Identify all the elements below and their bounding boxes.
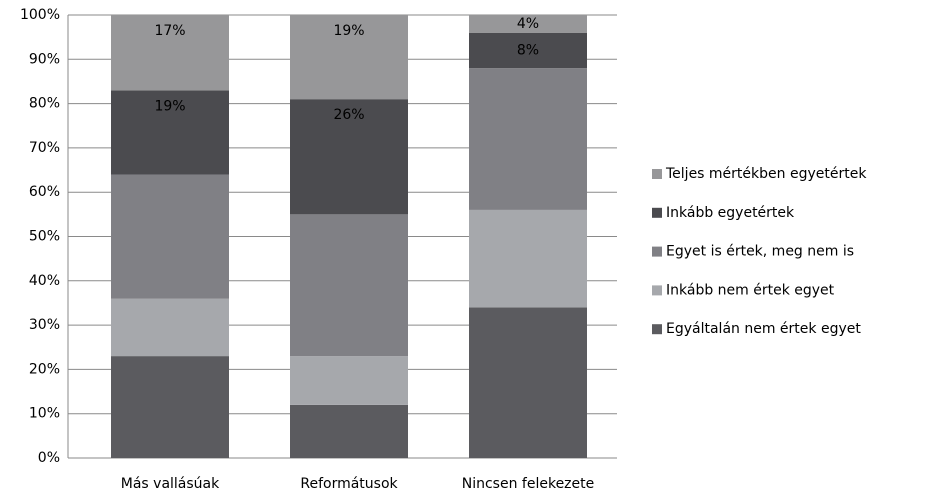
bar-segment (111, 298, 229, 357)
bar-segment (290, 356, 408, 405)
bar-segment (111, 15, 229, 91)
legend-label: Egyáltalán nem értek egyet (666, 321, 861, 337)
y-tick-label: 60% (29, 184, 60, 200)
y-tick-label: 20% (29, 361, 60, 377)
y-tick-label: 30% (29, 317, 60, 333)
bar-segment (111, 174, 229, 299)
bar-segment (111, 90, 229, 175)
legend-swatch (652, 324, 662, 335)
y-tick-label: 80% (29, 96, 60, 112)
bar-segment (111, 356, 229, 458)
legend-label: Teljes mértékben egyetértek (665, 166, 867, 182)
data-label: 19% (333, 23, 364, 39)
data-label: 26% (333, 107, 364, 123)
y-tick-label: 90% (29, 51, 60, 67)
bar-segment (469, 68, 587, 210)
y-tick-label: 0% (38, 450, 60, 466)
bar-segment (290, 214, 408, 357)
bar-segment (290, 15, 408, 100)
x-tick-label: Nincsen felekezete (462, 476, 595, 492)
legend-swatch (652, 207, 662, 218)
x-tick-label: Reformátusok (300, 476, 398, 492)
data-label: 4% (517, 16, 539, 32)
legend-label: Egyet is értek, meg nem is (666, 244, 854, 260)
x-tick-label: Más vallásúak (121, 476, 220, 492)
legend-label: Inkább nem értek egyet (666, 282, 835, 298)
bar-segment (469, 15, 587, 33)
y-tick-label: 40% (29, 273, 60, 289)
y-tick-label: 10% (29, 406, 60, 422)
legend-swatch (652, 169, 662, 179)
legend-label: Inkább egyetértek (666, 205, 795, 221)
y-tick-label: 50% (29, 229, 60, 245)
data-label: 19% (154, 98, 185, 114)
bar-segment (469, 307, 587, 458)
data-label: 17% (154, 23, 185, 39)
data-label: 8% (517, 42, 539, 58)
bar-segment (469, 209, 587, 308)
bar-segment (290, 99, 408, 215)
y-tick-label: 100% (20, 7, 60, 23)
bar-segment (469, 32, 587, 69)
legend-swatch (652, 246, 662, 257)
y-tick-label: 70% (29, 140, 60, 156)
legend-swatch (652, 285, 662, 296)
bar-segment (290, 404, 408, 458)
